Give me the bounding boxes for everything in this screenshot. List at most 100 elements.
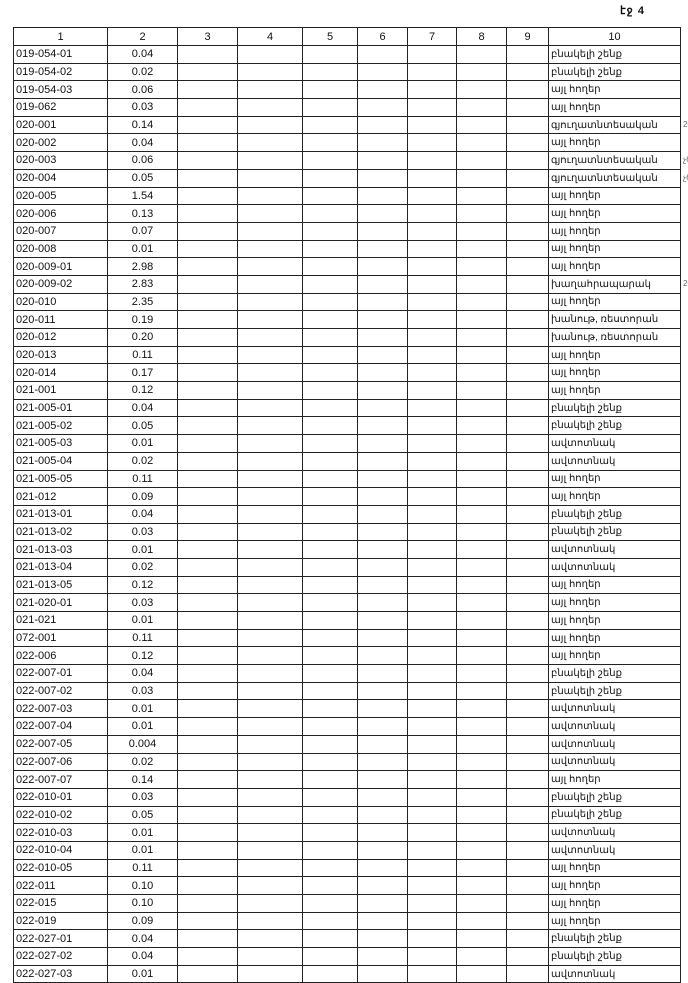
empty-cell: [177, 593, 238, 612]
empty-cell: [177, 186, 238, 206]
empty-cell: [407, 646, 457, 666]
empty-cell: [357, 504, 408, 524]
empty-cell: [456, 540, 507, 559]
empty-cell: [177, 911, 238, 931]
margin-note: չ6: [683, 172, 688, 182]
empty-cell: [407, 451, 457, 471]
table-row: 022-007-05 0.004 ավտոտնակ: [13, 734, 681, 754]
empty-cell: [506, 522, 549, 542]
land-use: այլ հողեր: [548, 646, 681, 666]
empty-cell: [357, 787, 408, 807]
table-row: 022-010-03 0.01 ավտոտնակ: [13, 823, 681, 842]
empty-cell: [177, 451, 238, 471]
empty-cell: [302, 646, 358, 666]
parcel-code: 021-005-03: [13, 434, 108, 453]
land-use: բնակելի շենք: [548, 504, 681, 524]
empty-cell: [506, 699, 549, 719]
empty-cell: [237, 310, 303, 329]
empty-cell: [177, 522, 238, 542]
empty-cell: [357, 557, 408, 577]
empty-cell: [506, 98, 549, 117]
empty-cell: [357, 151, 408, 170]
table-row: 021-013-01 0.04 բնակելի շենք: [13, 504, 681, 524]
area-value: 0.03: [107, 98, 178, 117]
area-value: 0.11: [107, 345, 178, 365]
table-row: 022-027-02 0.04 բնակելի շենք: [13, 947, 681, 966]
empty-cell: [456, 168, 507, 188]
empty-cell: [456, 681, 507, 701]
empty-cell: [237, 929, 303, 949]
land-use: ավտոտնակ: [548, 717, 681, 736]
empty-cell: [357, 204, 408, 223]
land-use: գյուղատնտեսական: [548, 115, 681, 135]
empty-cell: [302, 770, 358, 789]
empty-cell: [506, 823, 549, 842]
area-value: 0.05: [107, 168, 178, 188]
empty-cell: [302, 717, 358, 736]
land-use: այլ հողեր: [548, 911, 681, 931]
land-use: ավտոտնակ: [548, 734, 681, 754]
table-row: 022-007-03 0.01 ավտոտնակ: [13, 699, 681, 719]
empty-cell: [407, 345, 457, 365]
land-use: այլ հողեր: [548, 345, 681, 365]
empty-cell: [177, 611, 238, 630]
empty-cell: [456, 787, 507, 807]
empty-cell: [407, 699, 457, 719]
empty-cell: [456, 823, 507, 842]
empty-cell: [177, 133, 238, 153]
empty-cell: [456, 151, 507, 170]
empty-cell: [302, 204, 358, 223]
empty-cell: [302, 239, 358, 259]
table-row: 022-007-04 0.01 ավտոտնակ: [13, 717, 681, 736]
empty-cell: [506, 80, 549, 100]
table-row: 021-005-04 0.02 ավտոտնակ: [13, 451, 681, 471]
land-parcel-table: 1 2 3 4 5 6 7 8 9 10 019-054-01 0.04 բնակելի շենք 01…: [13, 27, 681, 983]
empty-cell: [237, 894, 303, 913]
empty-cell: [407, 664, 457, 683]
empty-cell: [177, 328, 238, 347]
empty-cell: [177, 894, 238, 913]
empty-cell: [237, 770, 303, 789]
empty-cell: [506, 186, 549, 206]
empty-cell: [506, 257, 549, 276]
land-use: բնակելի շենք: [548, 664, 681, 683]
area-value: 0.06: [107, 80, 178, 100]
empty-cell: [357, 717, 408, 736]
table-row: 021-005-03 0.01 ավտոտնակ: [13, 434, 681, 453]
empty-cell: [177, 115, 238, 135]
empty-cell: [357, 840, 408, 860]
empty-cell: [407, 186, 457, 206]
land-use: ավտոտնակ: [548, 964, 681, 983]
land-use: այլ հողեր: [548, 469, 681, 489]
empty-cell: [302, 664, 358, 683]
area-value: 0.10: [107, 894, 178, 913]
area-value: 0.12: [107, 575, 178, 595]
empty-cell: [506, 451, 549, 471]
empty-cell: [506, 894, 549, 913]
table-row: 020-005 1.54 այլ հողեր: [13, 186, 681, 206]
empty-cell: [357, 80, 408, 100]
parcel-code: 021-020-01: [13, 593, 108, 612]
empty-cell: [302, 257, 358, 276]
empty-cell: [357, 363, 408, 383]
area-value: 0.05: [107, 416, 178, 436]
empty-cell: [357, 381, 408, 400]
area-value: 1.54: [107, 186, 178, 206]
empty-cell: [237, 115, 303, 135]
empty-cell: [237, 381, 303, 400]
empty-cell: [407, 80, 457, 100]
empty-cell: [237, 80, 303, 100]
empty-cell: [506, 487, 549, 506]
empty-cell: [177, 787, 238, 807]
parcel-code: 022-015: [13, 894, 108, 913]
margin-note: 20: [683, 279, 688, 289]
parcel-code: 022-019: [13, 911, 108, 931]
empty-cell: [357, 646, 408, 666]
empty-cell: [407, 45, 457, 64]
empty-cell: [357, 45, 408, 64]
empty-cell: [357, 416, 408, 436]
land-use: այլ հողեր: [548, 80, 681, 100]
table-row: 020-002 0.04 այլ հողեր: [13, 133, 681, 153]
land-use: այլ հողեր: [548, 98, 681, 117]
area-value: 0.01: [107, 540, 178, 559]
